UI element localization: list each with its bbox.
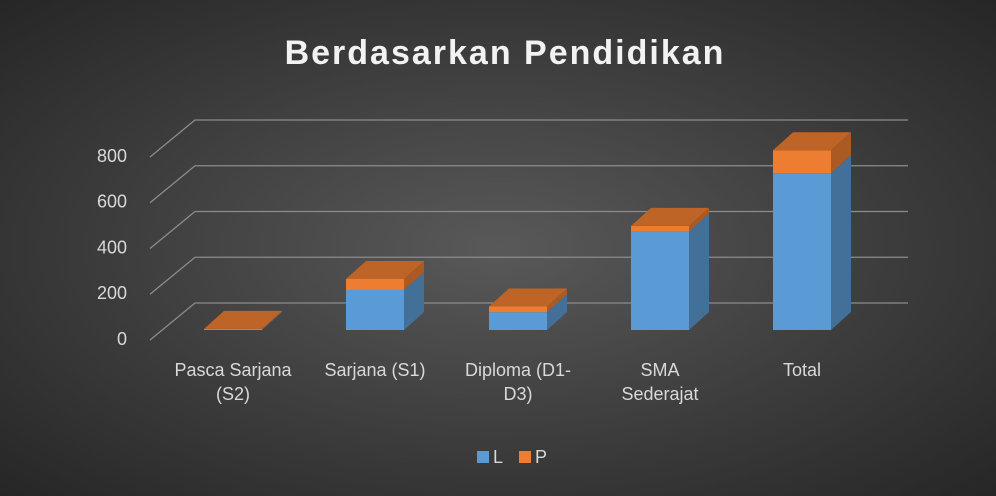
chart-title: Berdasarkan Pendidikan	[285, 34, 726, 72]
bar-side	[262, 310, 282, 330]
bar-top	[346, 260, 424, 279]
bar-side	[547, 294, 567, 330]
x-tick-label: Total	[782, 360, 822, 380]
grid-line	[149, 119, 908, 158]
bar	[346, 278, 404, 290]
bar	[489, 312, 547, 330]
bar-side	[404, 271, 424, 330]
legend-label: P	[535, 447, 547, 467]
y-tick-label: 800	[97, 146, 127, 166]
legend-swatch	[477, 451, 489, 463]
x-tick-label: Pasca Sarjana (S2)	[174, 360, 292, 404]
bar	[489, 306, 547, 313]
legend-swatch	[519, 451, 531, 463]
bar-side	[547, 288, 567, 313]
y-tick-label: 200	[97, 283, 127, 303]
y-tick-label: 600	[97, 192, 127, 212]
grid-line	[149, 165, 908, 204]
bar-top	[631, 207, 709, 226]
bar-side	[404, 260, 424, 290]
bar	[773, 173, 831, 330]
x-tick-label: Diploma (D1-D3)	[464, 360, 572, 404]
bar-top	[489, 288, 567, 307]
bar	[204, 328, 262, 330]
x-tick-label: Sarjana (S1)	[324, 360, 426, 380]
bar-side	[262, 311, 282, 330]
x-tick-label: SMA Sederajat	[621, 360, 699, 404]
y-tick-label: 400	[97, 237, 127, 257]
y-tick-label: 0	[117, 329, 127, 349]
bar-top	[773, 132, 851, 151]
bar-side	[689, 213, 709, 330]
bar-side	[831, 155, 851, 330]
bar-top	[204, 310, 282, 329]
bar	[631, 231, 689, 330]
bar-side	[689, 207, 709, 232]
bar	[346, 289, 404, 330]
bar	[773, 150, 831, 174]
bar-side	[831, 132, 851, 174]
bar	[631, 225, 689, 232]
legend-label: L	[493, 447, 503, 467]
